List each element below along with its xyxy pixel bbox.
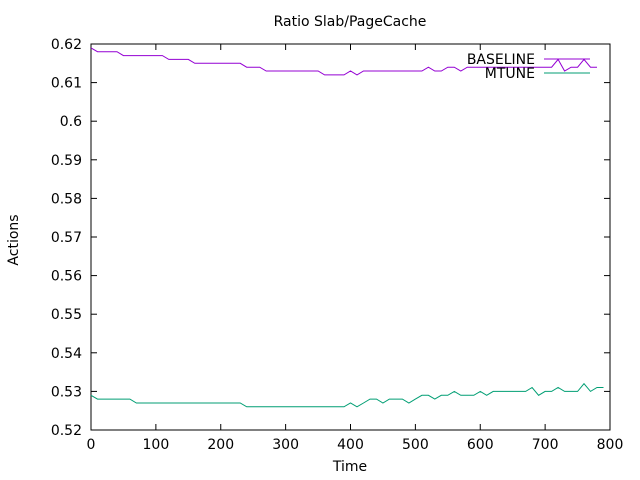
y-tick-label: 0.58 (51, 191, 82, 207)
y-tick-label: 0.59 (51, 153, 82, 169)
y-tick-label: 0.53 (51, 384, 82, 400)
y-tick-label: 0.57 (51, 230, 82, 246)
y-axis-label: Actions (6, 214, 22, 265)
x-axis-label: Time (332, 459, 367, 475)
x-tick-label: 500 (402, 437, 429, 453)
x-tick-label: 300 (272, 437, 299, 453)
y-tick-label: 0.6 (60, 114, 82, 130)
x-tick-label: 800 (597, 437, 624, 453)
chart-title: Ratio Slab/PageCache (274, 14, 427, 30)
y-tick-label: 0.56 (51, 269, 82, 285)
y-tick-label: 0.61 (51, 76, 82, 92)
x-tick-label: 700 (532, 437, 559, 453)
x-tick-label: 400 (337, 437, 364, 453)
series-line-baseline (90, 47, 597, 76)
y-tick-label: 0.52 (51, 423, 82, 439)
y-tick-label: 0.55 (51, 307, 82, 323)
x-tick-label: 0 (87, 437, 96, 453)
series-line-mtune (90, 382, 604, 408)
legend-label: BASELINE (467, 52, 535, 68)
y-tick-label: 0.62 (51, 37, 82, 53)
plot-border (90, 43, 611, 431)
legend-label: MTUNE (485, 66, 535, 82)
x-tick-label: 200 (207, 437, 234, 453)
x-tick-label: 600 (467, 437, 494, 453)
y-tick-label: 0.54 (51, 346, 82, 362)
x-tick-label: 100 (143, 437, 170, 453)
